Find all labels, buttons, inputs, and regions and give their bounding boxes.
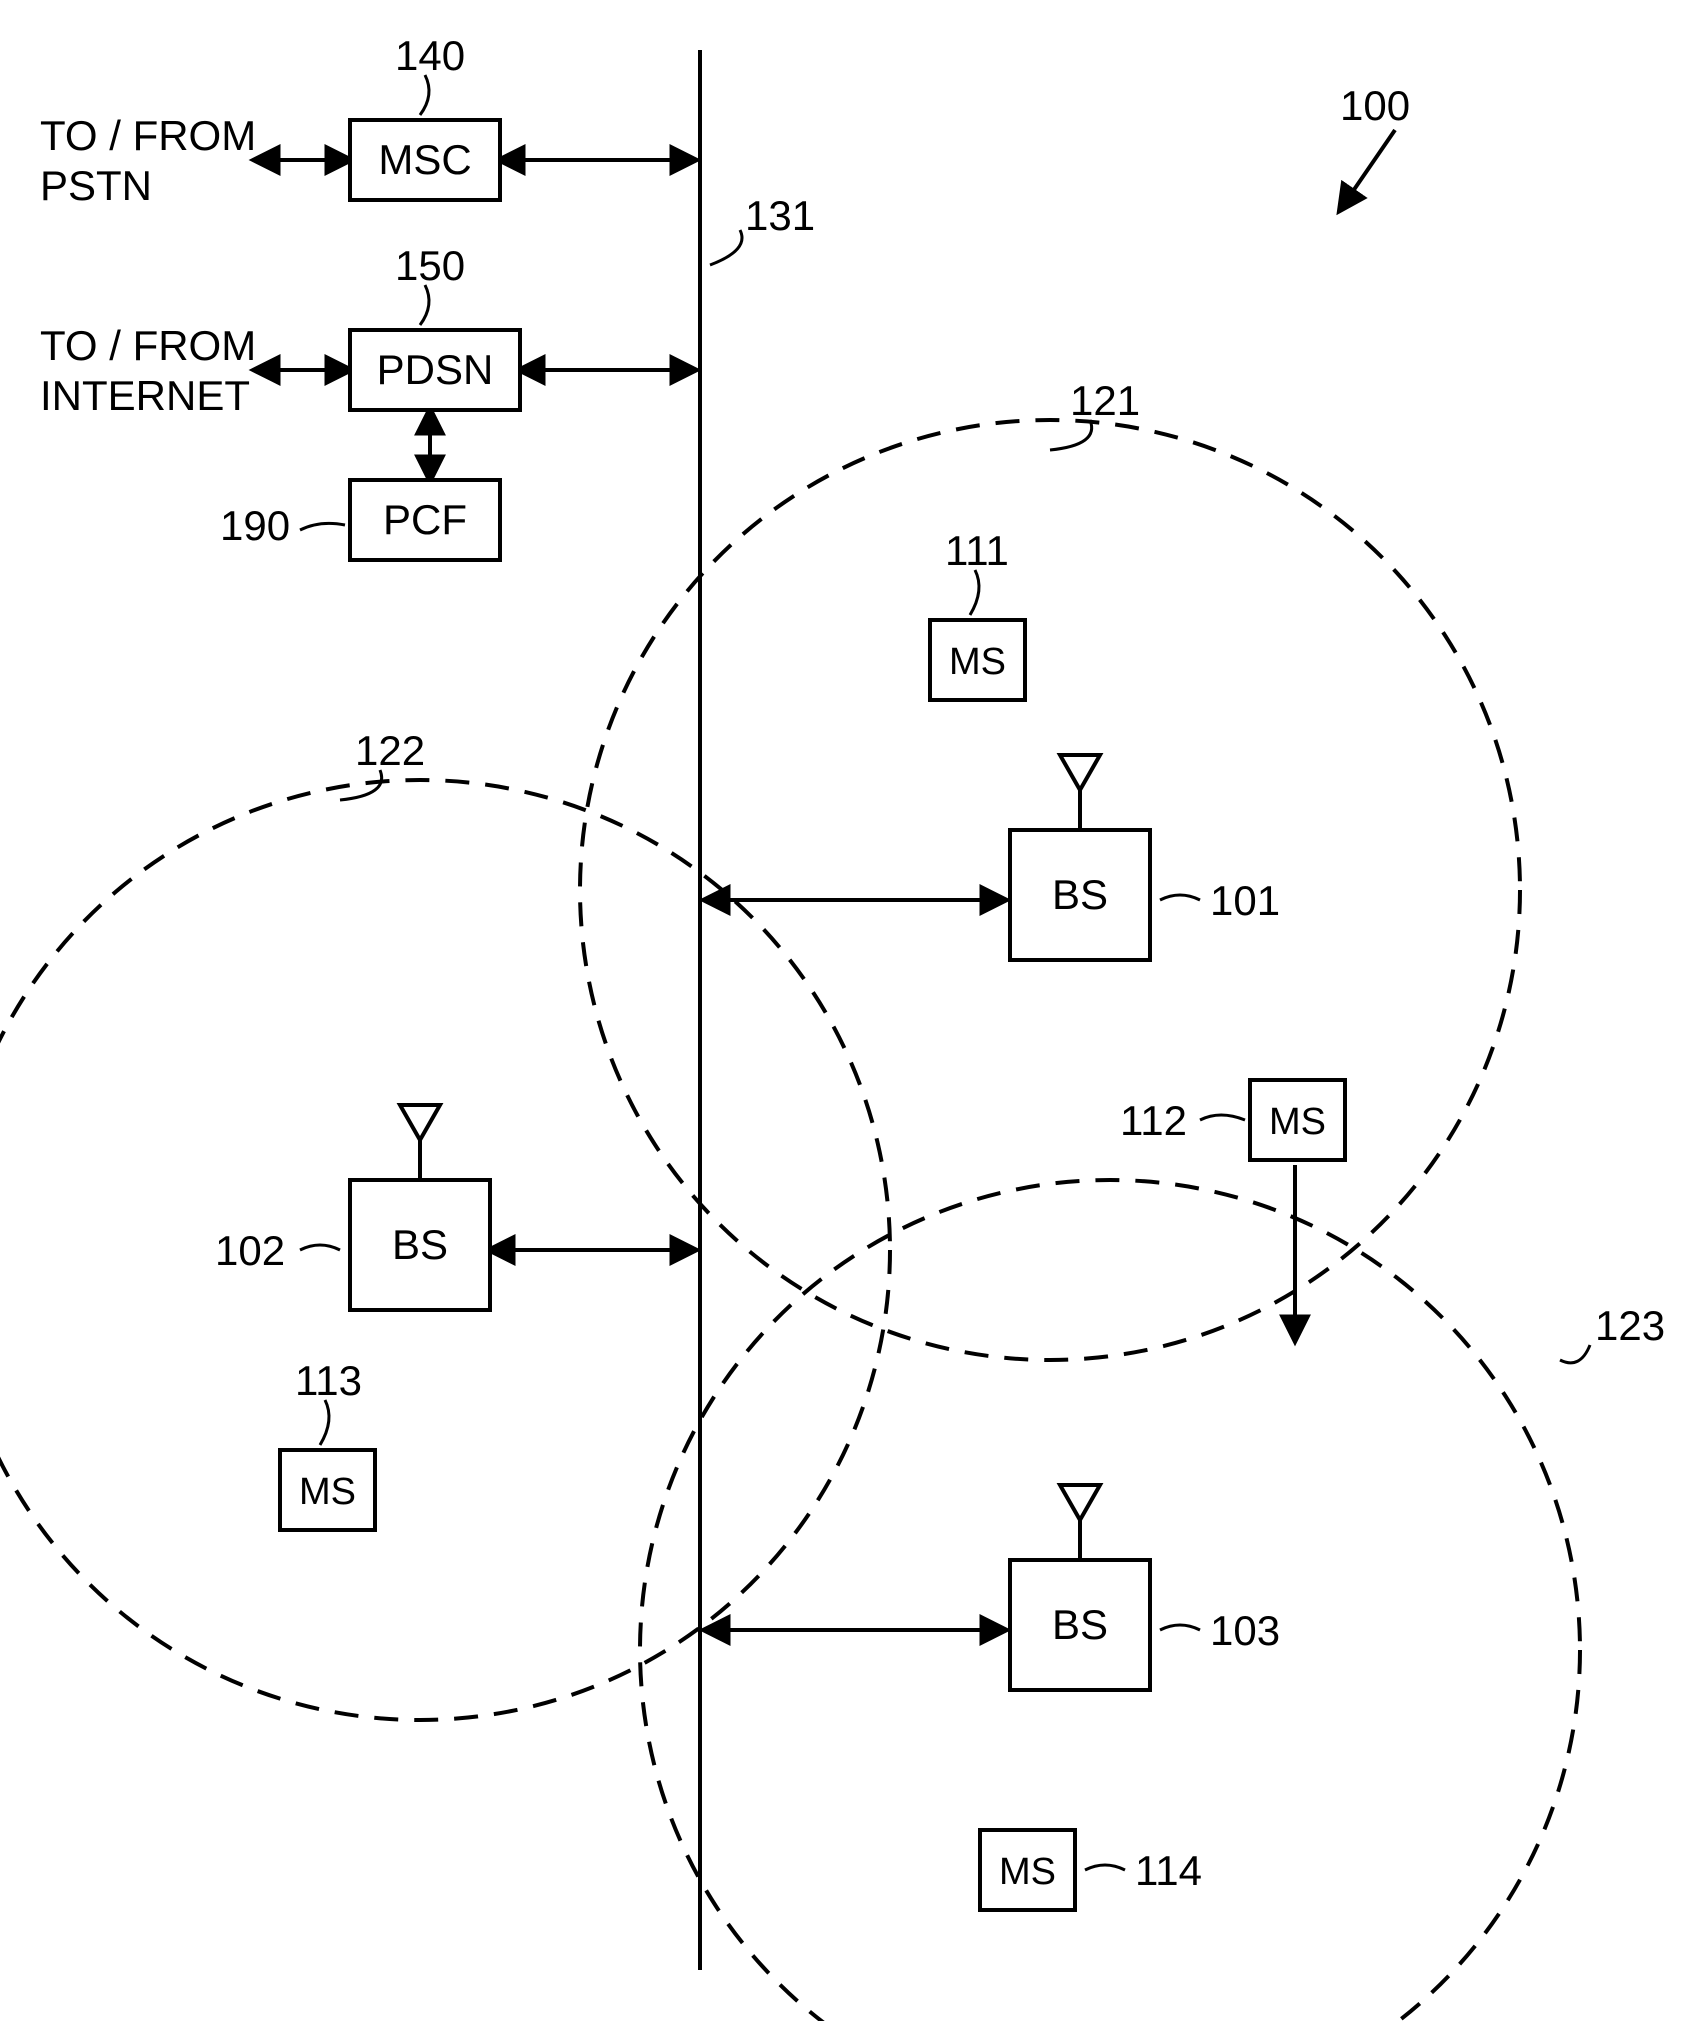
ref-122: 122 (355, 727, 425, 774)
ref-140: 140 (395, 32, 465, 79)
ref-111: 111 (945, 527, 1009, 574)
bs103-node: BS 103 (1010, 1485, 1280, 1690)
network-diagram: TO / FROM PSTN TO / FROM INTERNET 100 13… (0, 0, 1686, 2021)
leader-123 (1560, 1345, 1590, 1363)
bs101-label: BS (1052, 871, 1108, 918)
ref-121: 121 (1070, 377, 1140, 424)
bs103-label: BS (1052, 1601, 1108, 1648)
ms111-label: MS (949, 641, 1006, 683)
ref-103: 103 (1210, 1607, 1280, 1654)
ref-102: 102 (215, 1227, 285, 1274)
pcf-label: PCF (383, 496, 467, 543)
pstn-label-1: TO / FROM (40, 112, 256, 159)
ms114-label: MS (999, 1851, 1056, 1893)
ms113-node: MS 113 (280, 1357, 375, 1530)
ref-112: 112 (1120, 1097, 1187, 1144)
bs102-node: BS 102 (215, 1105, 490, 1310)
bs102-label: BS (392, 1221, 448, 1268)
arrow-ref-100 (1340, 130, 1395, 210)
ref-100: 100 (1340, 82, 1410, 129)
leader-121 (1050, 420, 1092, 450)
pcf-node: PCF 190 (220, 480, 500, 560)
ref-113: 113 (295, 1357, 362, 1404)
ms112-node: MS 112 (1120, 1080, 1345, 1160)
ms112-label: MS (1269, 1101, 1326, 1143)
ref-190: 190 (220, 502, 290, 549)
ms111-node: MS 111 (930, 527, 1025, 700)
ms114-node: MS 114 (980, 1830, 1202, 1910)
bs101-node: BS 101 (1010, 755, 1280, 960)
ref-114: 114 (1135, 1847, 1202, 1894)
msc-node: MSC 140 (350, 32, 500, 200)
ref-131: 131 (745, 192, 815, 239)
ref-123: 123 (1595, 1302, 1665, 1349)
msc-label: MSC (378, 136, 471, 183)
ref-150: 150 (395, 242, 465, 289)
ref-101: 101 (1210, 877, 1280, 924)
inet-label-1: TO / FROM (40, 322, 256, 369)
pdsn-node: PDSN 150 (350, 242, 520, 410)
leader-131 (710, 230, 742, 265)
inet-label-2: INTERNET (40, 372, 250, 419)
pdsn-label: PDSN (377, 346, 494, 393)
pstn-label-2: PSTN (40, 162, 152, 209)
ms113-label: MS (299, 1471, 356, 1513)
